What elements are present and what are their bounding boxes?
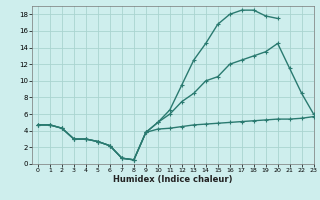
- X-axis label: Humidex (Indice chaleur): Humidex (Indice chaleur): [113, 175, 233, 184]
